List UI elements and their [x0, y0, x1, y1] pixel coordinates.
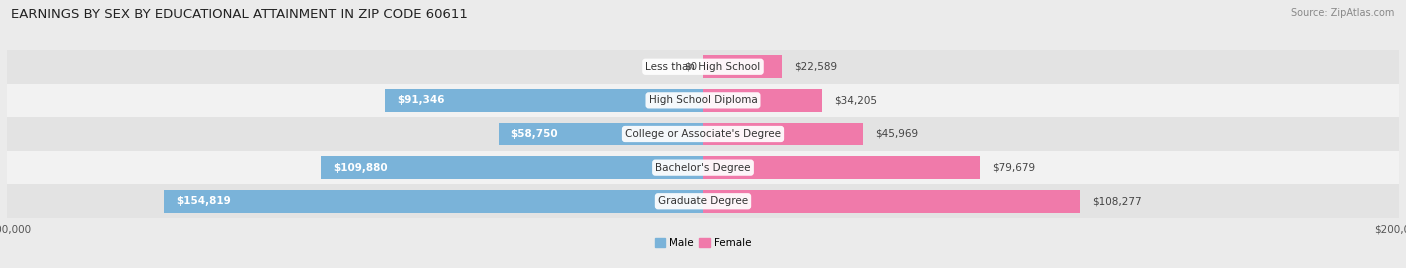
Text: College or Associate's Degree: College or Associate's Degree: [626, 129, 780, 139]
Bar: [7, 117, 1399, 151]
Bar: [165, 190, 703, 213]
Bar: [7, 84, 1399, 117]
Text: $108,277: $108,277: [1092, 196, 1142, 206]
Text: High School Diploma: High School Diploma: [648, 95, 758, 105]
Text: $154,819: $154,819: [176, 196, 231, 206]
Bar: [703, 156, 980, 179]
Bar: [703, 55, 782, 78]
Bar: [703, 122, 863, 146]
Text: $45,969: $45,969: [875, 129, 918, 139]
Bar: [385, 89, 703, 112]
Text: $34,205: $34,205: [834, 95, 877, 105]
Bar: [499, 122, 703, 146]
Text: EARNINGS BY SEX BY EDUCATIONAL ATTAINMENT IN ZIP CODE 60611: EARNINGS BY SEX BY EDUCATIONAL ATTAINMEN…: [11, 8, 468, 21]
Text: Bachelor's Degree: Bachelor's Degree: [655, 163, 751, 173]
Text: Graduate Degree: Graduate Degree: [658, 196, 748, 206]
Text: Source: ZipAtlas.com: Source: ZipAtlas.com: [1291, 8, 1395, 18]
Bar: [703, 89, 823, 112]
Text: $109,880: $109,880: [333, 163, 388, 173]
Bar: [7, 151, 1399, 184]
Legend: Male, Female: Male, Female: [651, 234, 755, 252]
Bar: [703, 190, 1080, 213]
Text: Less than High School: Less than High School: [645, 62, 761, 72]
Text: $79,679: $79,679: [993, 163, 1036, 173]
Bar: [7, 184, 1399, 218]
Text: $91,346: $91,346: [398, 95, 444, 105]
Text: $0: $0: [683, 62, 697, 72]
Bar: [7, 50, 1399, 84]
Text: $58,750: $58,750: [510, 129, 558, 139]
Bar: [321, 156, 703, 179]
Text: $22,589: $22,589: [794, 62, 837, 72]
